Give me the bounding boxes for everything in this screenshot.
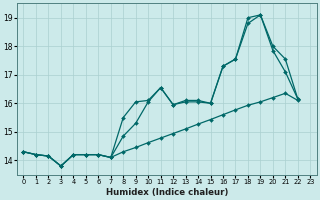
X-axis label: Humidex (Indice chaleur): Humidex (Indice chaleur) [106, 188, 228, 197]
